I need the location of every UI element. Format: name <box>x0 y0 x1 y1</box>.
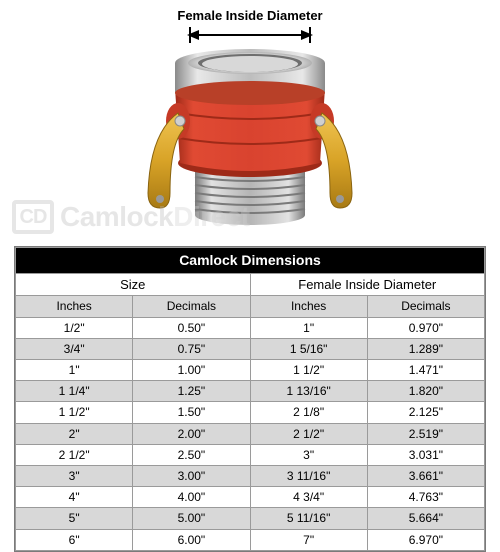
watermark-badge: CD <box>12 200 54 234</box>
table-cell: 2 1/2" <box>16 444 133 465</box>
table-cell: 1" <box>250 317 367 338</box>
group-header-fid: Female Inside Diameter <box>250 273 485 296</box>
table-row: 5"5.00"5 11/16"5.664" <box>16 508 485 529</box>
table-cell: 1.289" <box>367 338 484 359</box>
table-row: 4"4.00"4 3/4"4.763" <box>16 487 485 508</box>
table-cell: 5.664" <box>367 508 484 529</box>
table-row: 3"3.00"3 11/16"3.661" <box>16 465 485 486</box>
table-cell: 1 1/2" <box>16 402 133 423</box>
table-row: 1 1/2"1.50"2 1/8"2.125" <box>16 402 485 423</box>
table-cell: 1.25" <box>133 381 250 402</box>
table-cell: 3.00" <box>133 465 250 486</box>
table-cell: 2 1/2" <box>250 423 367 444</box>
table-cell: 1.820" <box>367 381 484 402</box>
table-cell: 1" <box>16 360 133 381</box>
table-cell: 6.970" <box>367 529 484 550</box>
sub-header: Decimals <box>133 296 250 317</box>
table-cell: 1 13/16" <box>250 381 367 402</box>
table-cell: 0.50" <box>133 317 250 338</box>
dimension-label: Female Inside Diameter <box>177 8 322 23</box>
sub-header: Inches <box>250 296 367 317</box>
table-cell: 1.50" <box>133 402 250 423</box>
table-title: Camlock Dimensions <box>16 248 485 274</box>
table-cell: 2" <box>16 423 133 444</box>
table-cell: 3/4" <box>16 338 133 359</box>
table-cell: 1/2" <box>16 317 133 338</box>
table-cell: 4.00" <box>133 487 250 508</box>
table-cell: 2.00" <box>133 423 250 444</box>
table-cell: 7" <box>250 529 367 550</box>
table-cell: 2.125" <box>367 402 484 423</box>
table-cell: 2.519" <box>367 423 484 444</box>
table-cell: 4" <box>16 487 133 508</box>
table-row: 2"2.00"2 1/2"2.519" <box>16 423 485 444</box>
table-cell: 6" <box>16 529 133 550</box>
diagram-area: Female Inside Diameter <box>0 0 500 240</box>
table-cell: 3" <box>16 465 133 486</box>
camlock-illustration <box>120 43 380 233</box>
table-cell: 1 5/16" <box>250 338 367 359</box>
sub-header: Decimals <box>367 296 484 317</box>
table-cell: 5" <box>16 508 133 529</box>
table-cell: 6.00" <box>133 529 250 550</box>
table-cell: 3.031" <box>367 444 484 465</box>
table-body: 1/2"0.50"1"0.970"3/4"0.75"1 5/16"1.289"1… <box>16 317 485 550</box>
dimensions-table: Camlock Dimensions Size Female Inside Di… <box>15 247 485 551</box>
table-cell: 1 1/2" <box>250 360 367 381</box>
table-cell: 5 11/16" <box>250 508 367 529</box>
table-row: 6"6.00"7"6.970" <box>16 529 485 550</box>
table-cell: 3.661" <box>367 465 484 486</box>
table-cell: 4 3/4" <box>250 487 367 508</box>
top-rim <box>175 49 325 105</box>
table-cell: 1 1/4" <box>16 381 133 402</box>
table-cell: 3 11/16" <box>250 465 367 486</box>
table-cell: 0.970" <box>367 317 484 338</box>
table-cell: 1.471" <box>367 360 484 381</box>
table-cell: 2.50" <box>133 444 250 465</box>
sub-header: Inches <box>16 296 133 317</box>
table-row: 2 1/2"2.50"3"3.031" <box>16 444 485 465</box>
table-cell: 5.00" <box>133 508 250 529</box>
table-cell: 4.763" <box>367 487 484 508</box>
table-row: 1/2"0.50"1"0.970" <box>16 317 485 338</box>
table-row: 1 1/4"1.25"1 13/16"1.820" <box>16 381 485 402</box>
table-cell: 1.00" <box>133 360 250 381</box>
dimension-arrow <box>185 25 315 45</box>
table-row: 1"1.00"1 1/2"1.471" <box>16 360 485 381</box>
table-row: 3/4"0.75"1 5/16"1.289" <box>16 338 485 359</box>
table-cell: 2 1/8" <box>250 402 367 423</box>
table-cell: 3" <box>250 444 367 465</box>
group-header-size: Size <box>16 273 251 296</box>
table-cell: 0.75" <box>133 338 250 359</box>
dimensions-table-wrap: Camlock Dimensions Size Female Inside Di… <box>14 246 486 552</box>
